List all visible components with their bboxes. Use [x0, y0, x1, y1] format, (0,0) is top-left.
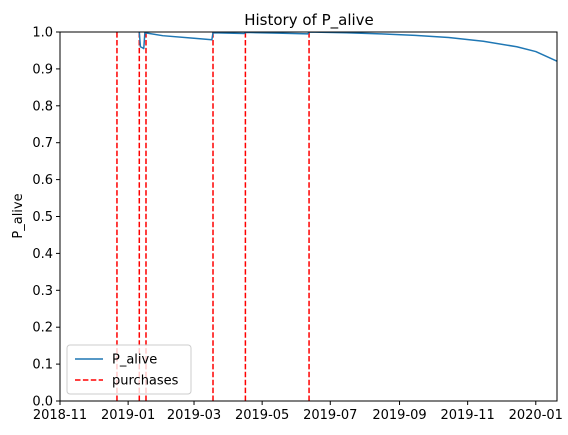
x-tick-label-6: 2019-09	[372, 408, 426, 423]
plot-area	[116, 32, 557, 401]
legend-box	[66, 344, 192, 395]
axes: 2018-11 2019-01 2019-03 2019-05 2019-07 2019-…	[32, 26, 563, 424]
y-tick-label-9: 0.8	[32, 99, 53, 114]
x-tick-label-5: 2019-07	[303, 408, 357, 423]
y-tick-label-11: 1.0	[32, 26, 53, 41]
y-tick-label-2: 0.1	[32, 358, 53, 373]
legend: P_alive purchases	[66, 344, 192, 395]
y-tick-label-1: 0.0	[32, 395, 53, 410]
p-alive-line	[138, 32, 557, 62]
chart-title: History of P_alive	[244, 11, 374, 30]
y-tick-label-10: 0.9	[32, 62, 53, 77]
x-tick-label-2: 2019-01	[101, 408, 155, 423]
x-tick-label-3: 2019-03	[167, 408, 221, 423]
y-tick-label-7: 0.6	[32, 173, 53, 188]
legend-label-P-alive: P_alive	[112, 353, 157, 368]
legend-label-purchases: purchases	[112, 374, 179, 389]
x-tick-label-7: 2019-11	[440, 408, 494, 423]
x-tick-label-1: 2018-11	[33, 408, 87, 423]
y-axis-label: P_alive	[11, 193, 26, 238]
y-tick-label-4: 0.3	[32, 284, 53, 299]
x-tick-label-8: 2020-01	[509, 408, 563, 423]
y-tick-label-8: 0.7	[32, 136, 53, 151]
x-tick-label-4: 2019-05	[235, 408, 289, 423]
y-tick-label-6: 0.5	[32, 210, 53, 225]
y-tick-label-5: 0.4	[32, 247, 53, 262]
y-tick-label-3: 0.2	[32, 321, 53, 336]
